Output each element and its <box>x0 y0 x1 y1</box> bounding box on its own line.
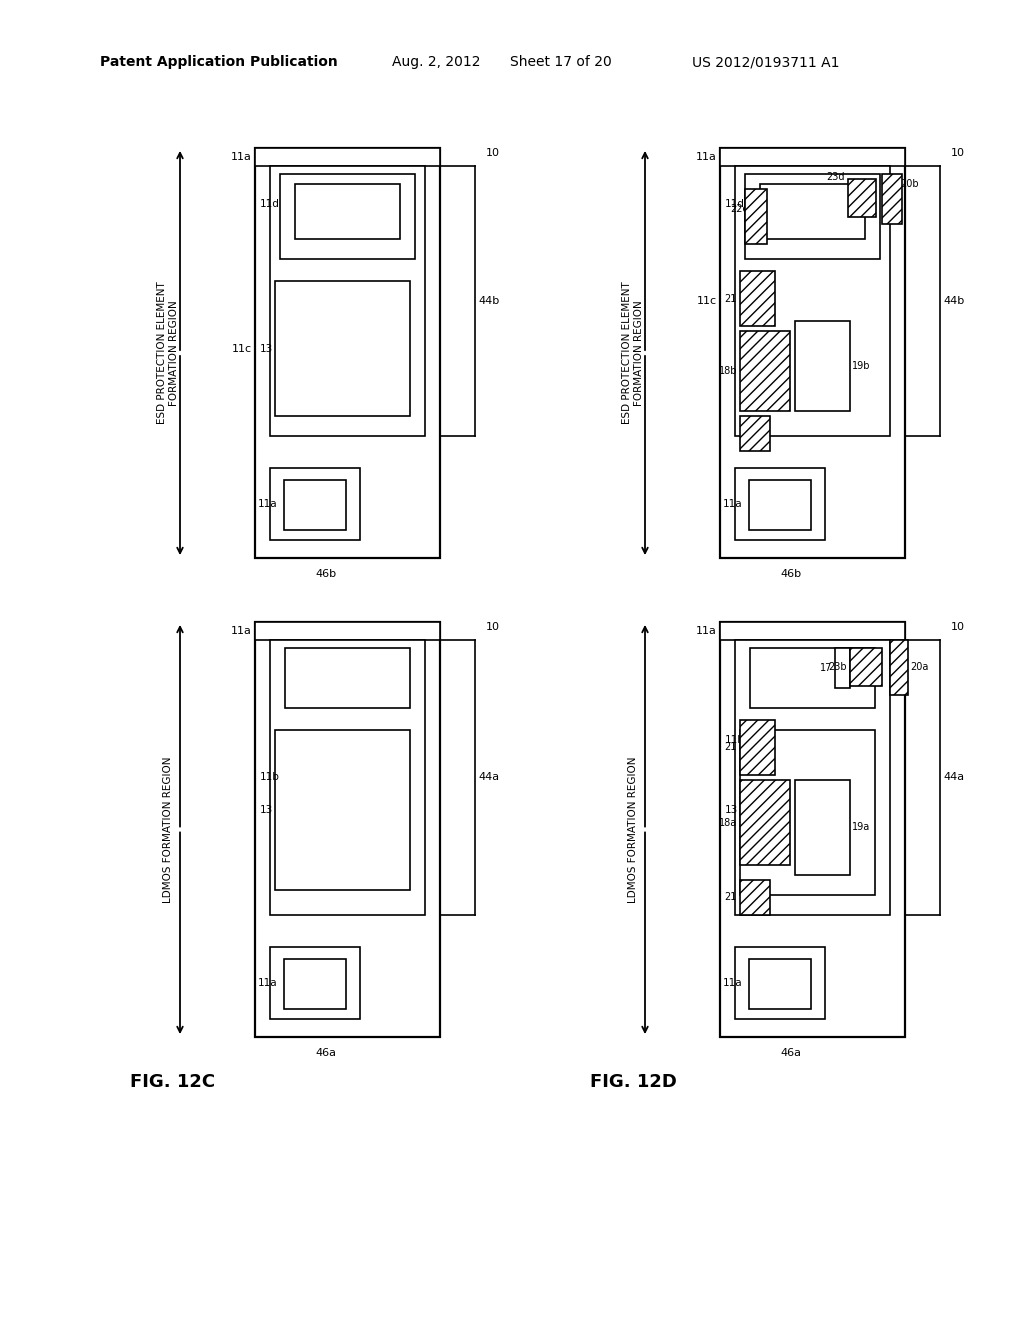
Text: 11a: 11a <box>696 152 717 162</box>
Bar <box>740 880 770 915</box>
Text: 11a: 11a <box>723 499 742 510</box>
Text: US 2012/0193711 A1: US 2012/0193711 A1 <box>692 55 840 69</box>
Text: 11a: 11a <box>258 499 278 510</box>
Bar <box>740 416 770 451</box>
Bar <box>280 174 415 259</box>
Text: 10: 10 <box>951 622 965 632</box>
Text: LDMOS FORMATION REGION: LDMOS FORMATION REGION <box>163 756 173 903</box>
Text: FIG. 12D: FIG. 12D <box>590 1073 677 1092</box>
Text: LDMOS FORMATION REGION: LDMOS FORMATION REGION <box>628 756 638 903</box>
Bar <box>745 174 880 259</box>
Text: 46b: 46b <box>780 569 801 579</box>
Text: 11c: 11c <box>231 343 252 354</box>
Bar <box>720 148 905 166</box>
Text: 46b: 46b <box>315 569 336 579</box>
Bar <box>285 648 410 708</box>
Text: 20a: 20a <box>910 663 929 672</box>
Bar <box>740 780 790 865</box>
Bar <box>850 648 882 686</box>
Bar <box>284 960 346 1008</box>
Bar <box>745 189 767 244</box>
Text: 11a: 11a <box>723 978 742 987</box>
Bar <box>760 183 865 239</box>
Text: 11a: 11a <box>231 152 252 162</box>
Bar <box>740 719 775 775</box>
Text: ESD PROTECTION ELEMENT
FORMATION REGION: ESD PROTECTION ELEMENT FORMATION REGION <box>158 281 179 424</box>
Bar <box>735 166 890 436</box>
Bar <box>720 622 905 640</box>
Text: Sheet 17 of 20: Sheet 17 of 20 <box>510 55 611 69</box>
Text: 22c: 22c <box>730 205 748 214</box>
Bar <box>848 180 876 216</box>
Text: 44a: 44a <box>478 772 499 783</box>
Bar <box>270 640 425 915</box>
Bar <box>255 622 440 1038</box>
Text: 11b: 11b <box>725 735 744 744</box>
Text: 46a: 46a <box>780 1048 801 1059</box>
Bar <box>749 960 811 1008</box>
Bar <box>735 640 890 915</box>
Text: 11b: 11b <box>260 772 280 783</box>
Bar <box>740 730 874 895</box>
Bar <box>720 148 905 558</box>
Text: 11a: 11a <box>696 626 717 636</box>
Text: 11a: 11a <box>258 978 278 987</box>
Text: 44b: 44b <box>943 296 965 306</box>
Bar <box>720 622 905 1038</box>
Text: 20b: 20b <box>900 180 919 189</box>
Bar <box>270 469 360 540</box>
Text: 18b: 18b <box>719 366 737 376</box>
Bar <box>740 331 790 411</box>
Bar <box>795 780 850 875</box>
Bar <box>284 480 346 531</box>
Text: ESD PROTECTION ELEMENT
FORMATION REGION: ESD PROTECTION ELEMENT FORMATION REGION <box>623 281 644 424</box>
Bar <box>295 183 400 239</box>
Text: 11c: 11c <box>697 296 717 306</box>
Bar <box>750 648 874 708</box>
Bar <box>275 281 410 416</box>
Text: 11a: 11a <box>231 626 252 636</box>
Bar <box>275 730 410 890</box>
Text: 10: 10 <box>486 148 500 158</box>
Bar <box>255 148 440 166</box>
Bar <box>270 166 425 436</box>
Text: Aug. 2, 2012: Aug. 2, 2012 <box>392 55 480 69</box>
Text: 44b: 44b <box>478 296 500 306</box>
Bar <box>795 321 850 411</box>
Bar <box>255 622 440 640</box>
Text: 13: 13 <box>725 805 738 814</box>
Text: 13: 13 <box>260 805 273 814</box>
Bar <box>890 640 908 696</box>
Text: 19a: 19a <box>852 822 870 833</box>
Text: 10: 10 <box>486 622 500 632</box>
Bar <box>882 174 902 224</box>
Bar <box>735 946 825 1019</box>
Text: 11d: 11d <box>725 199 744 209</box>
Text: 23b: 23b <box>828 663 847 672</box>
Text: 18a: 18a <box>719 817 737 828</box>
Text: 17: 17 <box>819 663 831 673</box>
Text: 46a: 46a <box>315 1048 336 1059</box>
Text: 11d: 11d <box>260 199 280 209</box>
Text: Patent Application Publication: Patent Application Publication <box>100 55 338 69</box>
Text: 21: 21 <box>725 742 737 752</box>
Text: 13: 13 <box>260 343 273 354</box>
Text: FIG. 12C: FIG. 12C <box>130 1073 215 1092</box>
Bar <box>255 148 440 558</box>
Text: 21: 21 <box>725 293 737 304</box>
Bar <box>270 946 360 1019</box>
Text: 44a: 44a <box>943 772 965 783</box>
Bar <box>749 480 811 531</box>
Text: 21: 21 <box>725 892 737 903</box>
Text: 23d: 23d <box>826 172 845 182</box>
Bar <box>740 271 775 326</box>
Bar <box>835 648 850 688</box>
Bar <box>735 469 825 540</box>
Text: 10: 10 <box>951 148 965 158</box>
Text: 19b: 19b <box>852 360 870 371</box>
